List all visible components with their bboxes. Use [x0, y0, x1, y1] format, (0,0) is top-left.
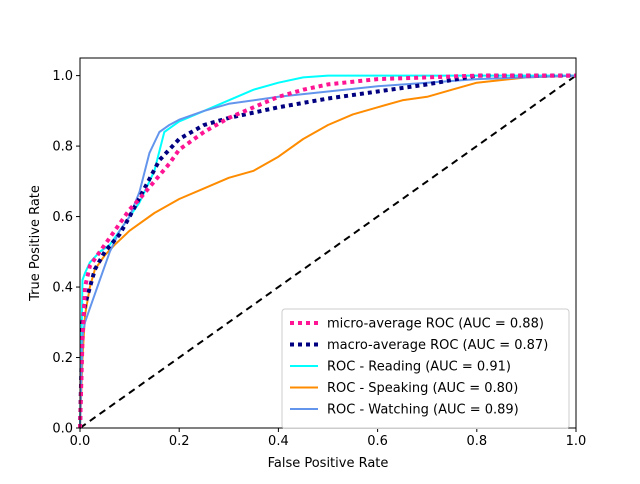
legend-label: ROC - Watching (AUC = 0.89): [327, 403, 519, 418]
x-tick-label: 0.0: [70, 434, 91, 449]
y-tick-label: 1.0: [52, 69, 73, 84]
y-tick-label: 0.6: [52, 210, 73, 225]
x-tick-label: 0.8: [466, 434, 487, 449]
y-tick-label: 0.4: [52, 281, 73, 296]
series-line-3: [79, 74, 577, 429]
y-tick-label: 0.0: [52, 422, 73, 437]
legend-label: ROC - Reading (AUC = 0.91): [327, 360, 511, 375]
series-layer: [78, 73, 577, 429]
legend-label: micro-average ROC (AUC = 0.88): [327, 317, 544, 332]
legend-label: macro-average ROC (AUC = 0.87): [327, 338, 548, 353]
series-line-2: [79, 74, 576, 429]
y-tick-label: 0.2: [52, 351, 73, 366]
series-line-5: [79, 74, 577, 429]
x-tick-label: 0.4: [268, 434, 289, 449]
series-line-4: [79, 74, 577, 429]
y-axis-ticks: 0.0 0.2 0.4 0.6 0.8 1.0: [52, 69, 80, 437]
x-tick-label: 0.2: [169, 434, 190, 449]
x-tick-label: 1.0: [566, 434, 587, 449]
y-axis-label: True Positive Rate: [28, 185, 43, 302]
x-tick-label: 0.6: [367, 434, 388, 449]
x-axis-label: False Positive Rate: [268, 456, 389, 471]
legend: micro-average ROC (AUC = 0.88) macro-aver…: [281, 308, 570, 429]
legend-label: ROC - Speaking (AUC = 0.80): [327, 381, 518, 396]
legend-frame: [281, 308, 570, 429]
y-tick-label: 0.8: [52, 140, 73, 155]
series-line-1: [78, 73, 576, 429]
